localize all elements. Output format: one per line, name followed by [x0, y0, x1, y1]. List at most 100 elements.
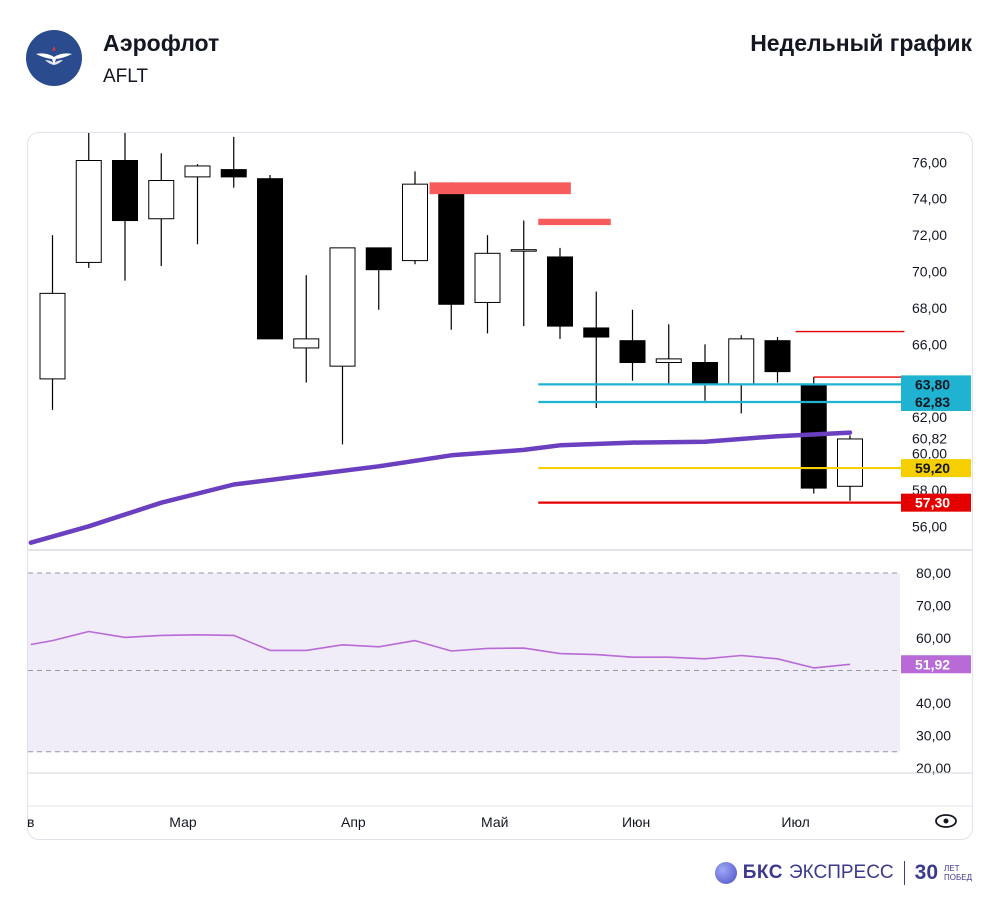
candle-body-up — [329, 247, 356, 367]
time-axis-label: в — [28, 814, 34, 830]
candle — [510, 220, 537, 327]
resistance-zone — [429, 182, 571, 195]
candle — [692, 344, 718, 401]
level-tag-label: 63,80 — [915, 376, 950, 392]
rsi-tick-label: 60,00 — [916, 630, 951, 646]
ticker-code: AFLT — [103, 66, 149, 87]
candle-body-up — [474, 252, 501, 303]
candle-body-up — [75, 160, 102, 263]
candle — [728, 335, 755, 414]
candle — [257, 175, 283, 340]
candle-body-down — [692, 362, 718, 385]
rsi-pane: 20,00 30,00 40,00 60,00 70,00 80,00 51,92 — [28, 565, 972, 776]
level-tag-label: 59,20 — [915, 460, 950, 476]
level-tag-cyan — [901, 375, 971, 394]
rsi-tick-label: 70,00 — [916, 598, 951, 614]
rsi-tick-label: 20,00 — [916, 760, 951, 776]
time-axis: в Мар Апр Май Июн Июл — [28, 805, 972, 830]
rsi-tick-label: 80,00 — [916, 565, 951, 581]
price-tick-label: 60,00 — [912, 446, 947, 462]
brand-anniversary-line2: ПОБЕД — [944, 873, 972, 882]
chart-svg[interactable]: 56,0058,0060,0062,0066,0068,0070,0072,00… — [28, 133, 972, 839]
candle-body-down — [365, 247, 392, 271]
candle-body-down — [764, 340, 791, 373]
price-tick-label: 74,00 — [912, 191, 947, 207]
time-axis-label: Апр — [341, 814, 366, 830]
candle — [293, 275, 320, 383]
time-axis-label: Мар — [169, 814, 197, 830]
level-tag-label: 57,30 — [915, 495, 950, 511]
candle — [39, 235, 66, 410]
price-tick-label: 70,00 — [912, 264, 947, 280]
candle-body-down — [112, 160, 138, 222]
price-tick-label: 68,00 — [912, 300, 947, 316]
candle — [619, 309, 646, 381]
price-tick-label: 78,00 — [912, 133, 947, 134]
brand-name: БКС — [742, 862, 783, 883]
candle — [764, 337, 791, 383]
rsi-band — [28, 573, 900, 752]
candle-body-up — [184, 165, 211, 178]
candle — [184, 164, 211, 245]
brand-anniversary: 30 — [914, 861, 939, 884]
aeroflot-wings-icon — [36, 46, 72, 65]
rsi-line — [30, 630, 851, 669]
candle-body-up — [655, 358, 682, 364]
price-tick-label: 56,00 — [912, 518, 947, 534]
brand-footer: БКС ЭКСПРЕСС 30 ЛЕТ ПОБЕД — [714, 858, 972, 888]
price-pane: 56,0058,0060,0062,0066,0068,0070,0072,00… — [28, 133, 972, 551]
brand-product: ЭКСПРЕСС — [788, 862, 894, 883]
candle — [474, 235, 501, 334]
candle — [365, 247, 392, 310]
candle — [148, 153, 175, 267]
candle-body-up — [510, 249, 537, 252]
candle-body-up — [402, 183, 428, 262]
candle-body-down — [547, 256, 573, 327]
level-tag-cyan — [901, 393, 971, 412]
candle-body-down — [220, 169, 247, 178]
time-axis-label: Май — [481, 814, 508, 830]
price-tick-label: 66,00 — [912, 336, 947, 352]
time-axis-label: Июн — [622, 814, 650, 830]
resistance-zone — [538, 218, 611, 226]
level-tag-yellow — [901, 459, 971, 478]
moving-average-line — [28, 430, 853, 545]
candle — [655, 324, 682, 385]
price-tick-label: 76,00 — [912, 154, 947, 170]
candle-body-down — [257, 178, 283, 340]
company-logo — [26, 30, 82, 86]
candle — [438, 182, 465, 330]
candle-body-up — [837, 438, 863, 487]
last-price-label: 60,82 — [912, 431, 947, 447]
rsi-value-label: 51,92 — [915, 656, 950, 672]
candle — [837, 435, 863, 501]
candle — [75, 133, 102, 268]
rsi-tick-label: 40,00 — [916, 695, 951, 711]
eye-button[interactable] — [935, 814, 957, 828]
rsi-value-tag — [901, 655, 971, 674]
brand-divider — [903, 861, 905, 885]
candle-body-down — [619, 340, 646, 364]
price-tick-label: 72,00 — [912, 227, 947, 243]
header: Аэрофлот AFLT Недельный график — [0, 0, 1000, 110]
candle-body-up — [39, 292, 66, 380]
level-tag-red — [901, 493, 971, 512]
brand-anniversary-text: ЛЕТ ПОБЕД — [944, 864, 972, 882]
company-name: Аэрофлот — [103, 30, 220, 56]
brand-anniversary-line1: ЛЕТ — [944, 864, 960, 873]
candle — [329, 247, 356, 445]
candle — [583, 291, 610, 409]
eye-icon[interactable] — [935, 814, 957, 828]
time-axis-label: Июл — [781, 814, 809, 830]
candle-body-down — [438, 187, 465, 305]
candle-body-up — [148, 180, 175, 220]
price-tick-label: 62,00 — [912, 409, 947, 425]
candle — [112, 133, 138, 281]
candle — [547, 247, 573, 339]
level-tag-label: 62,83 — [915, 394, 950, 410]
candle — [402, 171, 428, 265]
candle-body-down — [583, 327, 610, 338]
chart-card: 56,00 58,00 60,00 62,00 66,00 68,00 70,00 72,00… — [27, 132, 973, 840]
rsi-tick-label: 30,00 — [916, 728, 951, 744]
eye-pupil[interactable] — [943, 818, 949, 824]
